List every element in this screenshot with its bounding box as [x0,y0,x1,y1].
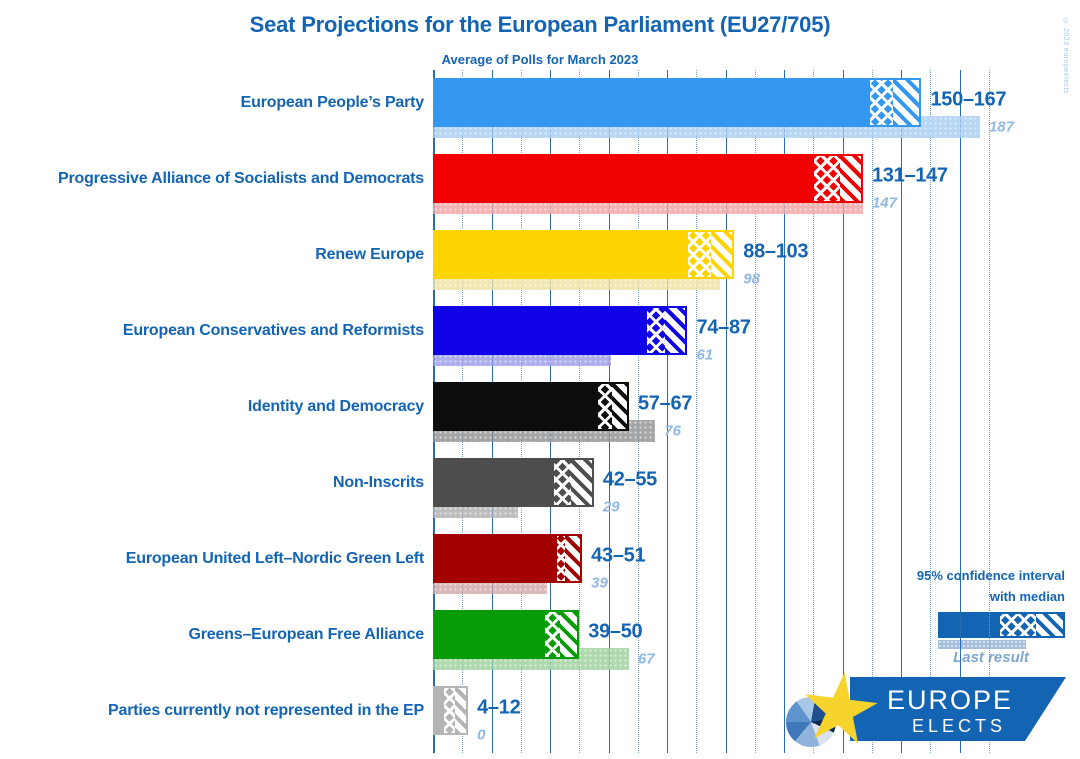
ci-crosshatch-segment [545,612,560,657]
range-label: 131–147 [871,164,948,187]
range-label: 88–103 [743,240,809,263]
bar-solid-segment [435,308,648,353]
bar-solid-segment [435,688,444,733]
party-label: Progressive Alliance of Socialists and D… [58,170,424,187]
gridline-solid [784,70,785,753]
bar-solid-segment [435,536,557,581]
projection-bar [433,534,583,583]
bar-solid-segment [435,80,870,125]
projection-bar [433,610,580,659]
ci-crosshatch-segment [597,384,613,429]
gridline-solid [725,70,727,753]
chart-title: Seat Projections for the European Parlia… [249,12,831,37]
last-result-label: 0 [477,726,486,744]
bar-solid-segment [435,384,598,429]
party-label: Greens–European Free Alliance [188,626,425,643]
legend-ci-sample-bar [938,612,1065,638]
gridline-solid [842,70,844,753]
legend-last-result-label: Last result [953,649,1029,666]
ci-diagonal-segment [571,460,592,505]
projection-bar [433,306,688,355]
last-result-label: 61 [696,346,714,364]
gridline-dotted [754,70,756,753]
copyright-watermark: © 2023 europeelects [1062,18,1069,95]
chart-subtitle: Average of Polls for March 2023 [441,52,639,67]
party-label: European People’s Party [240,94,425,111]
last-result-label: 98 [743,270,760,288]
range-label: 42–55 [602,468,657,491]
gridline-solid [901,70,902,753]
ci-diagonal-segment [559,612,578,657]
gridline-dotted [930,70,932,753]
ci-diagonal-segment [840,156,861,201]
ci-diagonal-segment [454,688,467,733]
legend-ci-caption: 95% confidence interval with median [917,566,1065,608]
bar-solid-segment [435,156,814,201]
ci-crosshatch-segment [688,232,712,277]
bar-solid-segment [435,612,546,657]
gridline-dotted [813,70,815,753]
projection-bar [433,382,629,431]
ci-diagonal-segment [664,308,686,353]
party-label: Identity and Democracy [247,398,424,415]
party-label: European United Left–Nordic Green Left [125,550,424,567]
party-label: Non-Inscrits [333,474,424,491]
last-result-label: 187 [988,118,1014,136]
ci-crosshatch-segment [556,536,566,581]
gridline-solid [959,70,961,753]
gridline-solid [667,70,668,753]
legend-diagonal-segment [1036,614,1063,636]
range-label: 4–12 [477,696,521,719]
range-label: 74–87 [696,316,751,339]
ci-crosshatch-segment [869,80,893,125]
range-label: 43–51 [591,544,646,567]
party-label: European Conservatives and Reformists [122,322,424,339]
ci-crosshatch-segment [813,156,841,201]
projection-bar [433,458,594,507]
range-label: 150–167 [930,88,1007,111]
ci-crosshatch-segment [647,308,665,353]
europe-elects-banner: EUROPE ELECTS [850,677,1066,741]
range-label: 57–67 [637,392,693,415]
last-result-label: 29 [602,498,620,516]
logo-word-europe: EUROPE [887,685,1014,715]
ci-diagonal-segment [565,536,581,581]
legend-last-result-sample-bar [938,640,1026,649]
gridline-dotted [696,70,698,753]
bar-solid-segment [435,232,689,277]
last-result-label: 147 [871,194,897,212]
projection-bar [433,78,922,127]
legend-crosshatch-segment [1000,614,1036,636]
range-label: 39–50 [588,620,643,643]
ci-diagonal-segment [711,232,733,277]
legend-solid-segment [940,614,1000,636]
projection-bar [433,230,735,279]
party-label: Renew Europe [315,246,424,263]
ci-crosshatch-segment [443,688,455,733]
legend-ci-line1: 95% confidence interval [916,568,1065,583]
last-result-label: 67 [637,650,655,668]
bar-solid-segment [435,460,554,505]
gridline-dotted [988,70,990,753]
projection-bar [433,154,863,203]
last-result-label: 39 [591,574,608,592]
ci-crosshatch-segment [553,460,572,505]
logo-word-elects: ELECTS [912,716,1007,736]
legend-ci-line2: with median [989,588,1065,604]
projection-bar [433,686,469,735]
last-result-label: 76 [664,422,681,440]
ci-diagonal-segment [892,80,920,125]
gridline-dotted [871,70,873,753]
party-label: Parties currently not represented in the… [108,702,424,719]
ci-diagonal-segment [612,384,627,429]
gridline-dotted [637,70,639,753]
